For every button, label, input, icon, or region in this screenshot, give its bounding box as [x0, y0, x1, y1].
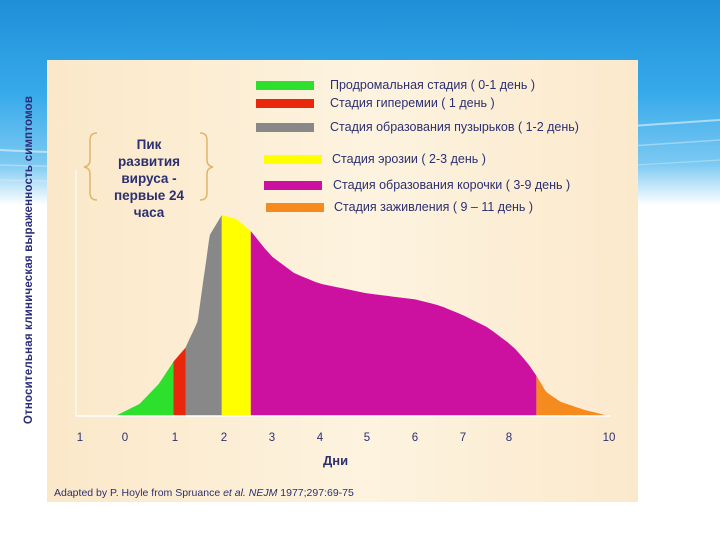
legend-label: Стадия заживления ( 9 – 11 день ) — [334, 200, 534, 214]
x-tick-label: 7 — [459, 432, 467, 444]
credit-citation: 1977;297:69-75 — [280, 487, 354, 499]
x-tick-label: 6 — [411, 432, 419, 444]
peak-annotation-line: первые 24 — [113, 188, 184, 203]
legend-swatch — [256, 99, 314, 108]
peak-annotation: Пик развития вируса - первые 24 часа — [96, 136, 202, 221]
x-tick-label: 5 — [363, 432, 371, 444]
legend-label: Стадия эрозии ( 2-3 день ) — [332, 152, 486, 166]
peak-annotation-line: часа — [133, 205, 165, 220]
stage-area — [221, 215, 251, 416]
legend-swatch — [266, 203, 324, 212]
x-tick-label: 8 — [505, 432, 513, 444]
source-credit: Adapted by P. Hoyle from Spruance et al.… — [54, 487, 354, 499]
x-tick-label: 0 — [121, 432, 129, 444]
stage-area — [185, 215, 222, 416]
legend-swatch — [264, 181, 322, 190]
legend-label: Стадия образования пузырьков ( 1-2 день) — [330, 120, 579, 134]
stage-area — [536, 375, 609, 416]
stage-area — [173, 347, 186, 416]
left-brace — [83, 132, 98, 201]
x-tick-label: 10 — [602, 432, 616, 444]
peak-annotation-line: Пик — [136, 137, 162, 152]
x-axis-title: Дни — [323, 453, 349, 468]
legend-swatch — [256, 123, 314, 132]
legend-swatch — [256, 81, 314, 90]
peak-annotation-line: вируса - — [121, 171, 177, 186]
credit-prefix: Adapted by P. Hoyle from Spruance — [54, 487, 221, 499]
x-tick-label: 3 — [268, 432, 276, 444]
legend-swatch — [264, 155, 322, 164]
stage-area — [250, 231, 537, 416]
peak-annotation-line: развития — [117, 154, 180, 169]
y-axis-label: Относительная клиническая выраженность с… — [23, 95, 35, 425]
x-tick-label: 2 — [220, 432, 228, 444]
x-tick-label: 4 — [316, 432, 324, 444]
x-tick-label: 1 — [171, 432, 179, 444]
legend-label: Продромальная стадия ( 0-1 день ) — [330, 78, 536, 92]
x-tick-label: 1 — [76, 432, 84, 444]
chart-panel — [47, 60, 638, 502]
legend-label: Стадия образования корочки ( 3-9 день ) — [333, 178, 571, 192]
credit-et-al: et al. — [223, 487, 246, 499]
right-brace — [199, 132, 214, 201]
credit-journal: NEJM — [248, 487, 278, 499]
legend-label: Стадия гиперемии ( 1 день ) — [330, 96, 495, 110]
stage-area — [115, 361, 174, 416]
